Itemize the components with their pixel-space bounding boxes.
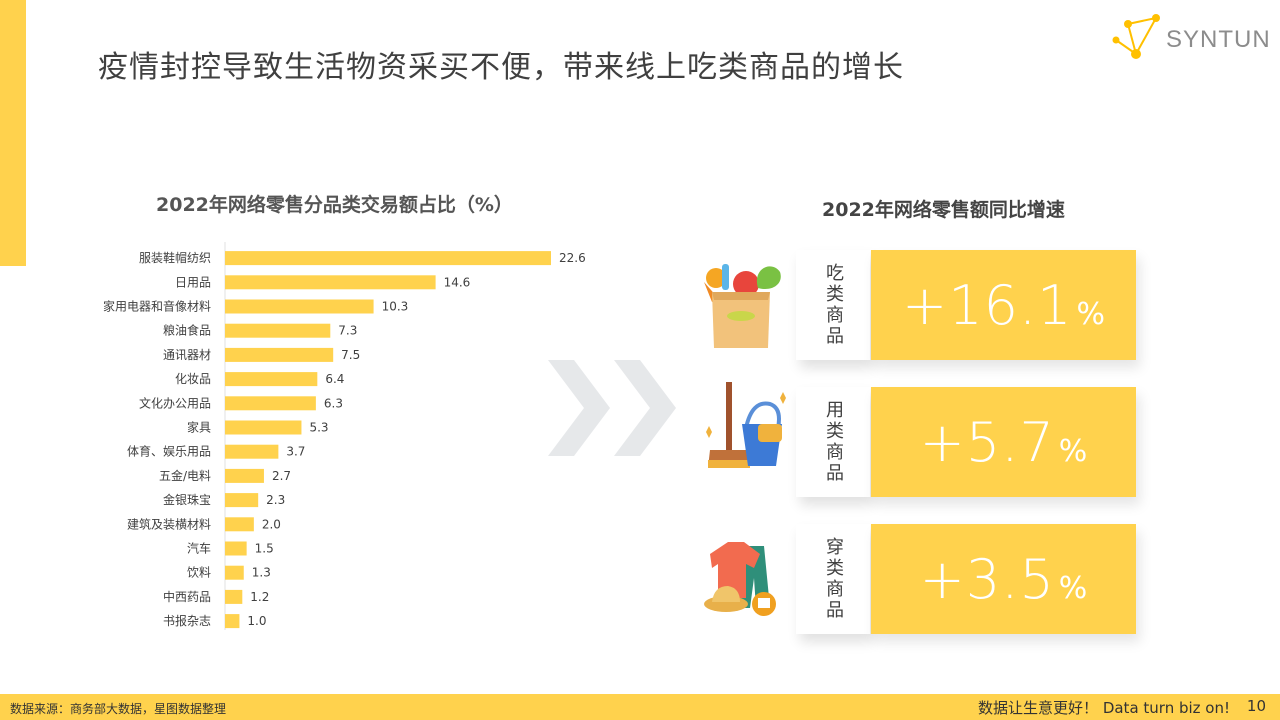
category-label: 饮料 — [187, 566, 211, 580]
value-label: 2.0 — [262, 517, 281, 531]
bar — [225, 493, 259, 508]
growth-card-food: 吃类商品 +16.1% — [796, 250, 1136, 360]
value-label: 10.3 — [382, 300, 409, 314]
value-label: 2.7 — [272, 469, 291, 483]
left-accent-bar — [0, 0, 26, 266]
growth-card-label: 用类商品 — [796, 387, 870, 497]
bar — [225, 396, 316, 411]
bar — [225, 299, 374, 314]
value-label: 6.3 — [324, 396, 343, 410]
bar — [225, 323, 331, 338]
grocery-bag-icon — [704, 264, 781, 348]
category-label: 家具 — [187, 420, 211, 435]
growth-card-clothing: 穿类商品 +3.5% — [796, 524, 1136, 634]
clothing-growth-value: +3.5 — [919, 547, 1055, 611]
category-label: 中西药品 — [163, 589, 211, 604]
value-label: 1.3 — [252, 566, 271, 580]
category-label: 日用品 — [175, 275, 211, 289]
percent-sign: % — [1058, 433, 1088, 469]
clothing-icon — [704, 542, 776, 616]
syntun-logo: SYNTUN — [1108, 10, 1271, 66]
syntun-logo-mark-icon — [1112, 14, 1160, 59]
growth-card-value: +16.1% — [871, 250, 1136, 360]
category-label: 建筑及装横材料 — [127, 516, 211, 531]
category-label: 汽车 — [187, 541, 211, 556]
clothing-label: 穿类商品 — [823, 537, 844, 621]
value-label: 6.4 — [325, 372, 344, 386]
food-growth-value: +16.1 — [902, 273, 1073, 337]
category-label: 服装鞋帽纺织 — [139, 250, 211, 265]
bar-chart: 服装鞋帽纺织 22.6 日用品 14.6 家用电器和音像材料 10.3 粮油食品 7.3 通讯器… — [103, 242, 586, 630]
goods-label: 用类商品 — [823, 400, 844, 484]
value-label: 3.7 — [286, 445, 305, 459]
bar — [225, 565, 244, 580]
value-label: 1.5 — [255, 542, 274, 556]
growth-title: 2022年网络零售额同比增速 — [822, 199, 1065, 221]
growth-card-goods: 用类商品 +5.7% — [796, 387, 1136, 497]
bar — [225, 614, 240, 629]
chevron-right-icon — [614, 360, 676, 456]
growth-card-label: 穿类商品 — [796, 524, 870, 634]
category-label: 五金/电料 — [159, 468, 211, 483]
category-label: 金银珠宝 — [163, 492, 211, 507]
chevron-right-icon — [548, 360, 610, 456]
bar — [225, 251, 551, 266]
goods-growth-value: +5.7 — [919, 410, 1055, 474]
bar — [225, 517, 254, 532]
bar — [225, 444, 279, 459]
value-label: 14.6 — [444, 275, 471, 289]
bar — [225, 589, 243, 604]
category-label: 书报杂志 — [163, 613, 211, 628]
bar — [225, 347, 334, 362]
growth-card-value: +3.5% — [871, 524, 1136, 634]
bar — [225, 372, 318, 387]
food-label: 吃类商品 — [823, 263, 844, 347]
percent-sign: % — [1058, 570, 1088, 606]
bar — [225, 468, 264, 483]
logo-text: SYNTUN — [1166, 26, 1271, 53]
category-label: 体育、娱乐用品 — [127, 444, 211, 459]
category-label: 家用电器和音像材料 — [103, 299, 211, 314]
footer-slogan: 数据让生意更好！ Data turn biz on! — [978, 699, 1230, 717]
growth-card-value: +5.7% — [871, 387, 1136, 497]
category-label: 化妆品 — [175, 372, 211, 386]
value-label: 22.6 — [559, 251, 586, 265]
bar — [225, 541, 247, 556]
category-label: 文化办公用品 — [139, 395, 211, 410]
value-label: 5.3 — [309, 421, 328, 435]
value-label: 2.3 — [266, 493, 285, 507]
page-number: 10 — [1246, 697, 1266, 715]
category-label: 粮油食品 — [163, 323, 211, 338]
category-label: 通讯器材 — [163, 348, 211, 362]
slide-title: 疫情封控导致生活物资采买不便，带来线上吃类商品的增长 — [98, 50, 904, 85]
bar-chart-title: 2022年网络零售分品类交易额占比（%） — [156, 194, 513, 216]
value-label: 1.2 — [250, 590, 269, 604]
footer-bar: 数据来源：商务部大数据，星图数据整理 数据让生意更好！ Data turn bi… — [0, 694, 1280, 720]
percent-sign: % — [1076, 296, 1105, 332]
cleaning-supplies-icon — [706, 382, 786, 468]
bar — [225, 420, 302, 435]
value-label: 1.0 — [247, 614, 266, 628]
footer-source: 数据来源：商务部大数据，星图数据整理 — [10, 702, 227, 716]
growth-card-label: 吃类商品 — [796, 250, 870, 360]
value-label: 7.5 — [341, 348, 360, 362]
value-label: 7.3 — [338, 324, 357, 338]
bar — [225, 275, 436, 290]
